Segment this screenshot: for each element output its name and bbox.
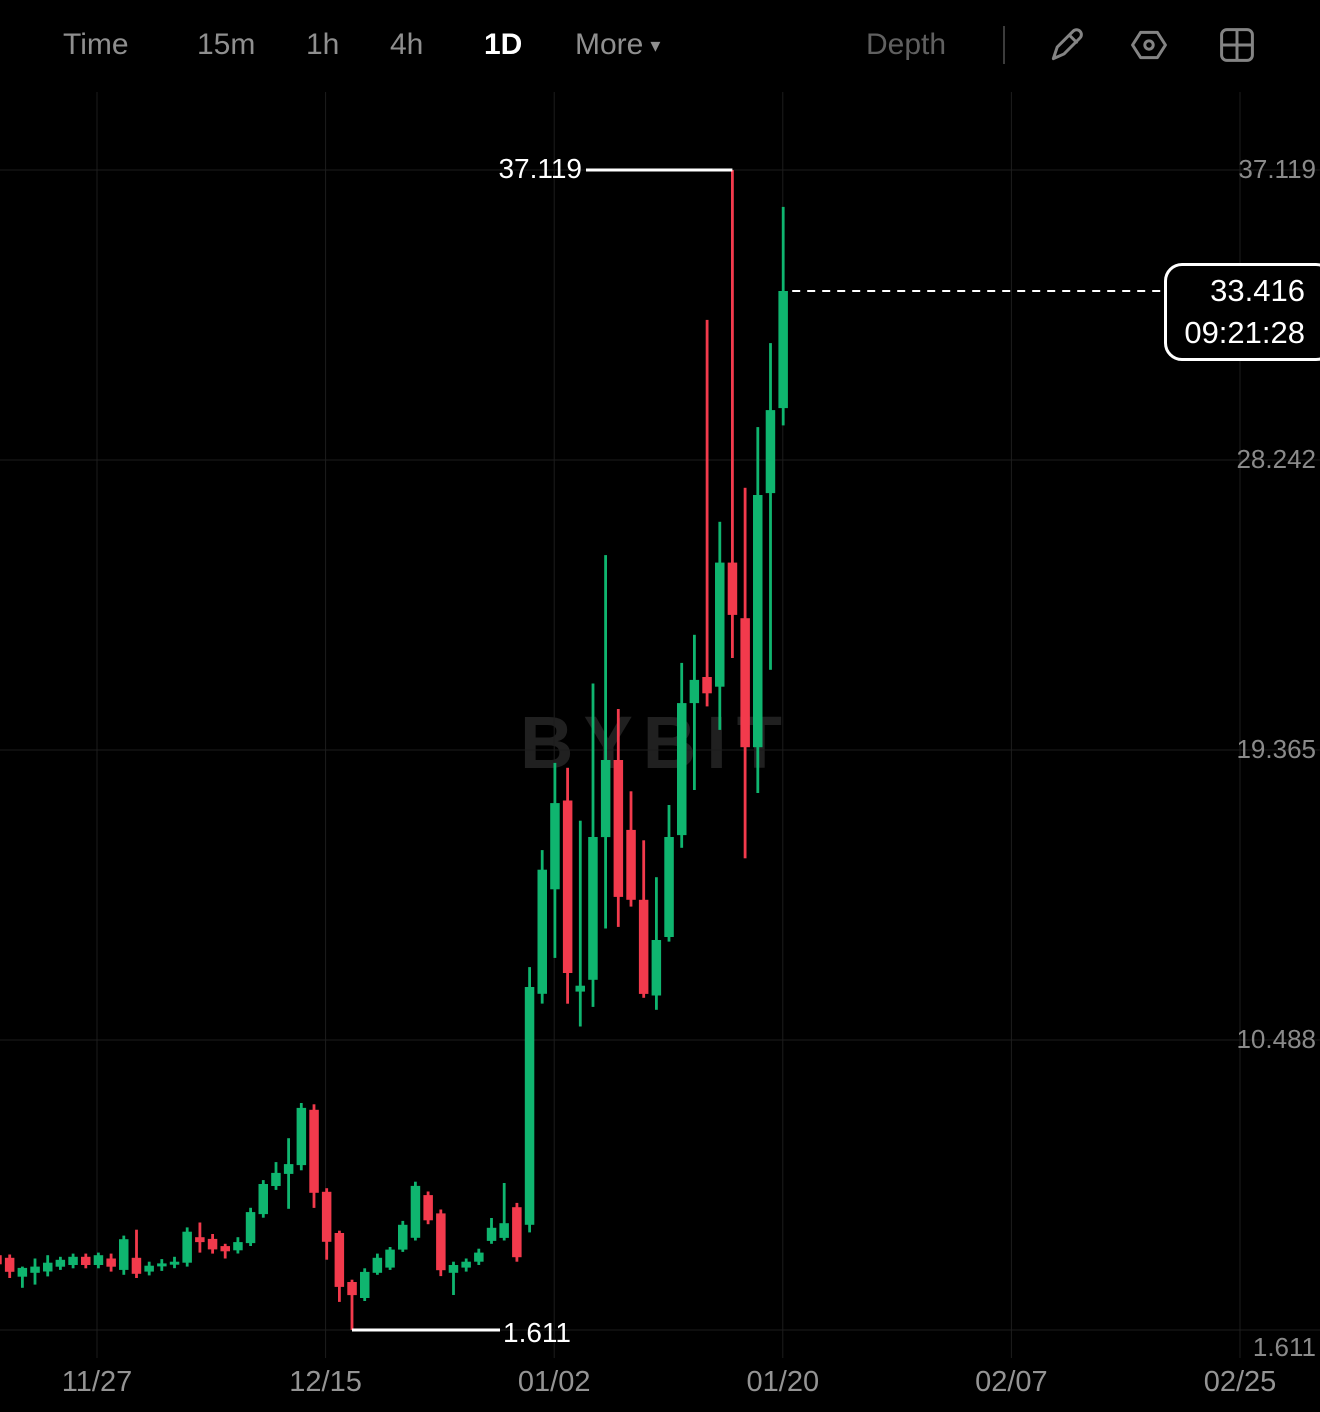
- candle: [613, 709, 624, 927]
- candle: [664, 805, 674, 942]
- candle: [17, 1266, 28, 1288]
- last-price-tag: 33.416 09:21:28: [1164, 263, 1320, 361]
- candle: [182, 1227, 192, 1267]
- x-axis-label: 11/27: [61, 1366, 133, 1398]
- candle: [309, 1104, 319, 1208]
- gridlines: [0, 92, 1320, 1358]
- candle: [4, 1254, 15, 1278]
- y-axis-label: 10.488: [1236, 1024, 1316, 1054]
- candle: [689, 634, 700, 790]
- x-axis-label: 02/25: [1203, 1366, 1277, 1398]
- candle: [283, 1138, 294, 1209]
- candle: [360, 1268, 370, 1301]
- x-axis-label: 01/02: [517, 1366, 591, 1398]
- candle: [30, 1258, 40, 1285]
- toolbar-divider: [1003, 26, 1005, 64]
- candle: [271, 1162, 281, 1190]
- candle: [131, 1229, 142, 1278]
- candle: [296, 1103, 307, 1171]
- candle: [220, 1243, 230, 1259]
- candle: [347, 1279, 357, 1330]
- last-price-time: 09:21:28: [1184, 315, 1305, 350]
- candle: [423, 1191, 433, 1225]
- y-axis-label: 1.611: [1252, 1332, 1316, 1362]
- candle: [740, 487, 750, 859]
- tab-1h[interactable]: 1h: [306, 28, 340, 61]
- candle: [461, 1258, 471, 1272]
- candle: [258, 1180, 268, 1218]
- session-high-label: 37.119: [498, 153, 582, 184]
- candle: [588, 683, 598, 1007]
- candles: [0, 170, 788, 1330]
- candle: [512, 1202, 522, 1262]
- candle: [385, 1247, 395, 1270]
- last-price-value: 33.416: [1210, 273, 1305, 308]
- candle: [715, 521, 725, 730]
- candle: [436, 1209, 446, 1277]
- candle: [372, 1253, 383, 1275]
- candle: [626, 791, 636, 907]
- candle: [169, 1256, 180, 1269]
- candle: [537, 850, 547, 1004]
- candle: [677, 662, 687, 848]
- candle: [144, 1261, 154, 1276]
- candle: [106, 1253, 116, 1272]
- candle: [765, 343, 776, 670]
- layout-grid-icon[interactable]: [1216, 24, 1258, 66]
- candle: [575, 820, 585, 1027]
- candle: [0, 1255, 2, 1265]
- candle: [499, 1183, 509, 1241]
- candle: [702, 319, 712, 707]
- y-axis-label: 19.365: [1236, 734, 1316, 764]
- candle: [233, 1237, 243, 1254]
- tab-4h[interactable]: 4h: [390, 28, 424, 61]
- candle: [119, 1235, 129, 1275]
- x-axis-label: 02/07: [975, 1366, 1048, 1398]
- candle: [245, 1207, 256, 1246]
- candle: [157, 1259, 167, 1271]
- more-dropdown[interactable]: More ▾: [575, 28, 660, 62]
- indicator-hexagon-icon[interactable]: [1128, 24, 1170, 66]
- candle: [448, 1261, 459, 1295]
- session-low-label: 1.611: [503, 1317, 571, 1348]
- candle: [562, 767, 573, 1004]
- candle: [334, 1230, 345, 1302]
- x-axis-label: 12/15: [289, 1366, 362, 1398]
- candle: [651, 877, 662, 1010]
- x-axis-label: 01/20: [746, 1366, 820, 1398]
- candle: [727, 170, 738, 658]
- candle: [410, 1181, 421, 1241]
- candle: [778, 206, 788, 426]
- y-axis-label: 37.119: [1238, 154, 1316, 184]
- candle: [68, 1253, 78, 1269]
- candle: [195, 1222, 205, 1253]
- draw-pencil-icon[interactable]: [1046, 24, 1088, 66]
- more-label: More: [575, 28, 644, 61]
- candle: [600, 555, 611, 929]
- candle: [55, 1256, 66, 1270]
- candle: [93, 1252, 104, 1269]
- candle: [474, 1248, 484, 1265]
- candle: [486, 1218, 497, 1244]
- candle: [321, 1188, 332, 1260]
- candle: [638, 840, 649, 998]
- y-axis-label: 28.242: [1236, 444, 1316, 474]
- candle: [43, 1255, 53, 1277]
- candle: [207, 1234, 218, 1254]
- candle: [753, 427, 763, 793]
- tab-15m[interactable]: 15m: [197, 28, 256, 61]
- depth-button[interactable]: Depth: [866, 28, 947, 61]
- candle: [524, 967, 535, 1233]
- chevron-down-icon: ▾: [650, 35, 661, 57]
- bybit-watermark: BYBIT: [520, 701, 792, 784]
- tab-1d[interactable]: 1D: [484, 28, 523, 61]
- tab-time[interactable]: Time: [63, 28, 129, 61]
- candle: [81, 1253, 91, 1269]
- candle: [398, 1220, 408, 1252]
- chart-toolbar: Time 15m 1h 4h 1D More ▾ Depth: [0, 0, 1320, 92]
- candle: [550, 762, 560, 958]
